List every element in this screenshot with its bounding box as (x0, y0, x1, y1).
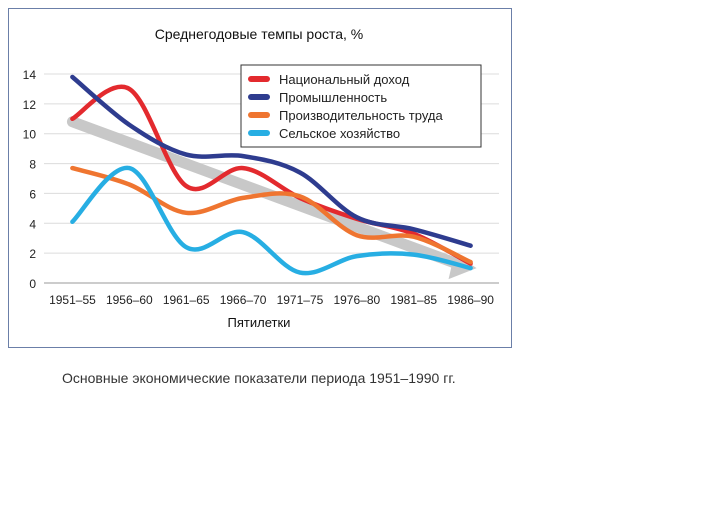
y-tick-label: 4 (29, 217, 36, 231)
y-tick-label: 2 (29, 247, 36, 261)
series-line-4 (70, 165, 473, 276)
legend-label: Сельское хозяйство (279, 126, 400, 141)
y-tick-label: 10 (23, 128, 37, 142)
figure-caption: Основные экономические показатели период… (62, 370, 456, 386)
y-tick-label: 6 (29, 187, 36, 201)
chart-svg: Среднегодовые темпы роста, % 0 2 4 6 8 10 12 14… (23, 26, 499, 330)
series-layer (70, 74, 473, 276)
x-axis-label: Пятилетки (228, 315, 291, 330)
x-tick-label: 1986–90 (447, 293, 494, 307)
legend-label: Производительность труда (279, 108, 443, 123)
x-tick-label: 1956–60 (106, 293, 153, 307)
chart-frame: Среднегодовые темпы роста, % 0 2 4 6 8 10 12 14… (8, 8, 512, 348)
x-tick-label: 1961–65 (163, 293, 210, 307)
x-tick-label: 1951–55 (49, 293, 96, 307)
series-line-1 (70, 84, 473, 266)
legend-label: Национальный доход (279, 72, 410, 87)
y-tick-label: 0 (29, 277, 36, 291)
chart-title: Среднегодовые темпы роста, % (155, 26, 364, 42)
x-tick-label: 1966–70 (220, 293, 267, 307)
y-tick-label: 8 (29, 158, 36, 172)
legend: Национальный доход Промышленность Производ… (240, 64, 482, 148)
axis-layer: 0 2 4 6 8 10 12 14 1951–55 1956–60 1961–65 1966–70 1… (23, 68, 495, 307)
series-line-2 (70, 74, 473, 248)
x-tick-label: 1971–75 (277, 293, 324, 307)
x-tick-label: 1976–80 (333, 293, 380, 307)
legend-box (240, 64, 482, 148)
legend-label: Промышленность (279, 90, 387, 105)
y-tick-label: 14 (23, 68, 37, 82)
series-line-3 (70, 165, 473, 265)
x-tick-label: 1981–85 (390, 293, 437, 307)
y-tick-label: 12 (23, 98, 37, 112)
